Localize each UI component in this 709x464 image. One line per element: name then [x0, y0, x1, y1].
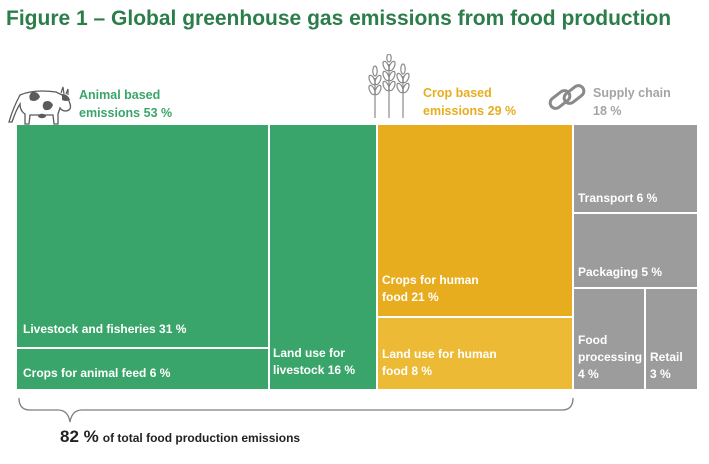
- crop-group-label: Crop based emissions 29 %: [423, 86, 517, 118]
- figure-title: Figure 1 – Global greenhouse gas emissio…: [6, 7, 672, 30]
- cell-retail: Retail 3 %: [646, 289, 697, 389]
- cell-packaging: Packaging 5 %: [574, 214, 697, 287]
- cell-crops-human-food: Crops for human food 21 %: [378, 125, 572, 316]
- total-value: 82 %: [60, 427, 99, 446]
- total-annotation: 82 % of total food production emissions: [60, 427, 300, 447]
- chain-link-icon: [548, 84, 586, 110]
- cell-livestock-fisheries: Livestock and fisheries 31 %: [17, 125, 268, 347]
- cell-land-use-human-food: Land use for human food 8 %: [378, 318, 572, 389]
- wheat-icon: [368, 54, 410, 118]
- cell-food-processing: Food processing 4 %: [574, 289, 644, 389]
- cell-land-use-livestock: Land use for livestock 16 %: [270, 125, 376, 389]
- cow-icon: [8, 86, 72, 125]
- supply-group-label: Supply chain 18 %: [593, 86, 671, 118]
- cell-crops-animal-feed: Crops for animal feed 6 %: [17, 349, 268, 389]
- cell-transport: Transport 6 %: [574, 125, 697, 212]
- total-text: of total food production emissions: [102, 431, 301, 445]
- animal-group-label: Animal based emissions 53 %: [79, 88, 173, 120]
